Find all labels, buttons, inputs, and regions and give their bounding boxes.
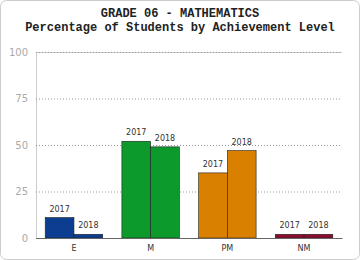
bar-labels: 2017 2017 2017 2017 2018 2018 2018 2018 <box>49 128 328 230</box>
plot: 0255075100201720172017201720182018201820… <box>9 47 343 253</box>
series-label: 2018 <box>308 221 328 230</box>
x-tick-label: E <box>71 244 76 253</box>
series-label: 2018 <box>78 221 98 230</box>
y-tick-label: 50 <box>15 140 28 151</box>
x-tick: M <box>147 244 154 253</box>
y-axis-line <box>37 53 343 239</box>
grid-line <box>36 145 342 146</box>
frame <box>1 1 360 260</box>
grid-line <box>36 99 342 100</box>
x-tick-label: NM <box>298 244 311 253</box>
bar <box>227 151 256 238</box>
series-label: 2017 <box>126 128 146 137</box>
series-label: 2018 <box>232 138 252 147</box>
subtitle: Percentage of Students by Achievement Le… <box>25 21 335 35</box>
y-tick-label: 25 <box>15 186 28 197</box>
grid-line <box>36 238 342 239</box>
bar <box>304 234 333 238</box>
grid-line <box>36 192 342 193</box>
x-tick-label: M <box>147 244 154 253</box>
y-tick: 100 <box>9 47 342 58</box>
y-tick-label: 100 <box>9 47 28 58</box>
y-tick-label: 0 <box>22 233 28 244</box>
x-tick-label: PM <box>221 244 233 253</box>
x-axis: E M PM NM <box>37 239 343 253</box>
x-tick: NM <box>298 244 311 253</box>
y-tick-label: 75 <box>15 93 28 104</box>
title: GRADE 06 - MATHEMATICS <box>101 7 259 21</box>
bar <box>275 234 304 238</box>
x-tick: E <box>71 244 76 253</box>
series-label: 2017 <box>49 205 69 214</box>
x-tick: PM <box>221 244 233 253</box>
series-label: 2017 <box>203 160 223 169</box>
x-axis-line <box>37 238 343 239</box>
chart: GRADE 06 - MATHEMATICSPercentage of Stud… <box>0 0 360 260</box>
y-axis: 0 25 50 75 100 <box>9 47 342 244</box>
bars <box>45 141 333 238</box>
bar <box>122 141 151 238</box>
bar <box>74 234 103 238</box>
series-label: 2018 <box>155 134 175 143</box>
bar <box>199 173 228 238</box>
bar <box>151 147 180 238</box>
grid-line <box>36 52 342 53</box>
bar <box>45 218 74 238</box>
series-label: 2017 <box>279 221 299 230</box>
y-tick: 75 <box>15 93 342 104</box>
